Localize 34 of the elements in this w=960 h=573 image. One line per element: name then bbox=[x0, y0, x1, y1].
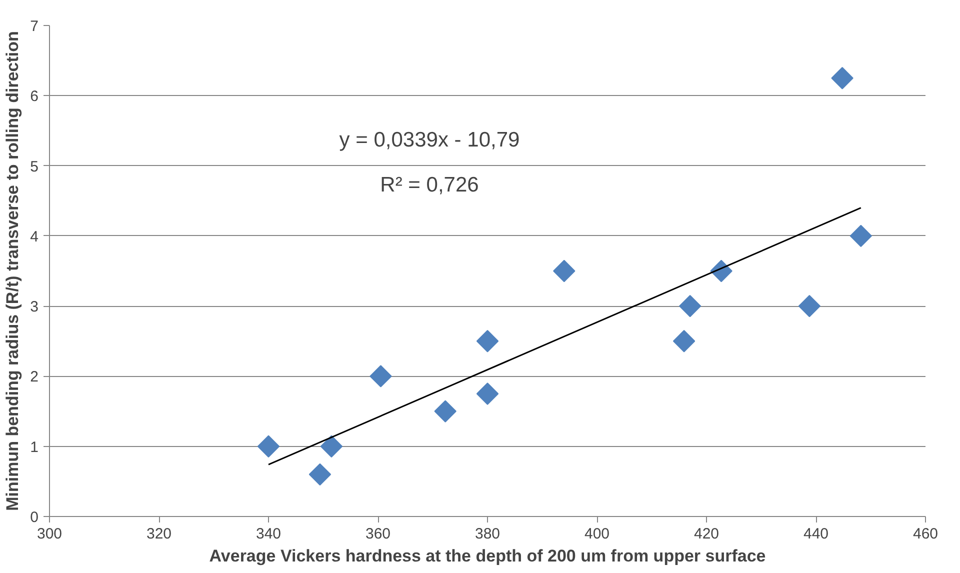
point bbox=[257, 435, 280, 458]
y-axis-title: Minimun bending radius (R/t) transverse to rolling direction bbox=[3, 31, 22, 511]
y-tick-label: 7 bbox=[30, 18, 38, 35]
x-tick-label: 300 bbox=[36, 526, 62, 542]
point bbox=[434, 400, 456, 422]
point bbox=[850, 224, 872, 248]
annotation: R² = 0,726 bbox=[380, 174, 479, 196]
x-tick-label: 400 bbox=[584, 526, 610, 542]
x-tick-label: 440 bbox=[803, 526, 829, 542]
point bbox=[553, 260, 576, 282]
y-tick-label: 3 bbox=[30, 298, 38, 316]
point bbox=[798, 294, 821, 318]
x-tick-label: 340 bbox=[256, 526, 282, 542]
x-tick-label: 380 bbox=[474, 526, 500, 542]
point bbox=[476, 330, 499, 352]
point bbox=[672, 330, 696, 352]
x-tick-label: 460 bbox=[912, 526, 938, 542]
point bbox=[476, 382, 499, 405]
y-tick-label: 1 bbox=[30, 438, 38, 456]
x-tick-label: 420 bbox=[694, 526, 720, 542]
y-tick-label: 2 bbox=[30, 368, 38, 386]
x-tick-label: 360 bbox=[365, 526, 391, 542]
y-tick-label: 6 bbox=[30, 88, 38, 106]
y-tick-label: 0 bbox=[30, 509, 38, 526]
x-axis-title: Average Vickers hardness at the depth of 200 um from upper surface bbox=[209, 546, 766, 566]
y-tick-label: 4 bbox=[30, 228, 38, 246]
point bbox=[308, 463, 332, 486]
point bbox=[320, 435, 343, 458]
point bbox=[678, 294, 702, 318]
point bbox=[831, 67, 854, 90]
y-tick-label: 5 bbox=[30, 158, 38, 176]
annotation: y = 0,0339x - 10,79 bbox=[339, 128, 520, 152]
point bbox=[370, 365, 392, 388]
x-tick-label: 320 bbox=[146, 526, 172, 542]
